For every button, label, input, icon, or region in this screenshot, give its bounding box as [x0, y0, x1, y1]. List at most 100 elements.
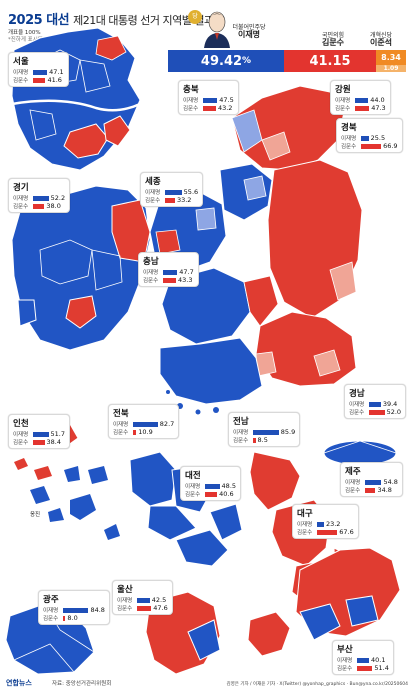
region-box-gyeonggi: 경기 이재명 52.2 김문수 38.0 — [8, 178, 71, 213]
region-name: 제주 — [345, 467, 361, 477]
vote-share-value: 41.6 — [47, 76, 62, 84]
vote-share-value: 8.5 — [257, 436, 268, 444]
winner-badge-icon: 당 — [188, 10, 202, 24]
vote-share-bar — [137, 605, 152, 611]
region-box-daegu: 대구 이재명 23.2 김문수 67.6 — [292, 504, 359, 539]
candidate-name: 김문수 — [337, 666, 353, 672]
region-row-lee: 이재명 23.2 — [297, 520, 354, 528]
candidate-name: 김문수 — [345, 488, 361, 494]
vote-share-value: 47.3 — [371, 104, 386, 112]
vote-share-value: 43.3 — [177, 276, 193, 284]
vote-share-value: 43.2 — [217, 104, 233, 112]
vote-share-bar — [205, 483, 220, 489]
vote-share-value: 66.9 — [383, 142, 398, 150]
region-name: 전남 — [233, 417, 249, 427]
candidate-kim-label: 국민의힘 김문수 — [315, 32, 351, 47]
region-row-kim: 김문수 8.5 — [233, 436, 295, 444]
vote-share-bar — [365, 487, 376, 493]
year-label: 2025 대선 — [8, 13, 70, 28]
vote-share-value: 44.0 — [370, 96, 385, 104]
page-title: 2025 대선 제21대 대통령 선거 지역별 결과 — [8, 9, 214, 28]
vote-share-value: 25.5 — [370, 134, 386, 142]
lee-result-bar: 49.42% — [168, 50, 284, 72]
vote-share-bar — [355, 97, 369, 103]
count-rate: 개표율 100% — [8, 30, 41, 36]
region-row-kim: 김문수 40.6 — [185, 490, 236, 498]
region-row-lee: 이재명 47.1 — [13, 68, 64, 76]
vote-share-bar — [253, 429, 279, 435]
korea-main-map — [149, 85, 363, 415]
vote-share-bar — [133, 421, 158, 427]
vote-share-bar — [357, 665, 373, 671]
vote-share-value: 47.7 — [179, 268, 194, 276]
region-row-lee: 이재명 40.1 — [337, 656, 389, 664]
candidate-name: 이재명 — [183, 98, 199, 104]
candidate-name: 김문수 — [297, 530, 313, 536]
candidate-name: 이재명 — [337, 658, 353, 664]
vote-share-bar — [63, 615, 66, 621]
candidate-name: 김문수 — [145, 198, 161, 204]
region-name: 경기 — [13, 183, 29, 193]
candidate-name: 이재명 — [297, 522, 313, 528]
vote-share-bar — [365, 479, 382, 485]
vote-share-bar — [33, 439, 45, 445]
seoul-inset-map — [11, 27, 141, 171]
vote-share-value: 48.5 — [221, 482, 237, 490]
vote-share-value: 10.9 — [138, 428, 153, 436]
source-note: 자료: 중앙선거관리위원회 — [52, 681, 112, 687]
candidate-name: 이재명 — [335, 98, 351, 104]
region-box-jeonbuk: 전북 이재명 82.7 김문수 10.9 — [108, 404, 180, 439]
gyeonggi-map — [11, 185, 151, 351]
region-box-gangwon: 강원 이재명 44.0 김문수 47.3 — [330, 80, 391, 115]
region-row-kim: 김문수 33.2 — [145, 196, 198, 204]
candidate-name: 이재명 — [349, 402, 365, 408]
region-box-busan: 부산 이재명 40.1 김문수 51.4 — [332, 640, 394, 675]
region-row-kim: 김문수 41.6 — [13, 76, 64, 84]
region-box-incheon: 인천 이재명 51.7 김문수 38.4 — [8, 414, 70, 449]
region-row-lee: 이재명 51.7 — [13, 430, 65, 438]
vote-share-bar — [165, 197, 175, 203]
region-row-kim: 김문수 43.2 — [183, 104, 234, 112]
lee-name: 이재명 — [237, 30, 261, 39]
region-row-lee: 이재명 52.2 — [13, 194, 65, 202]
candidate-name: 김문수 — [349, 410, 365, 416]
region-box-chungnam: 충남 이재명 47.7 김문수 43.3 — [138, 252, 199, 287]
lee2-party: 개혁신당 — [369, 32, 393, 39]
region-row-lee: 이재명 84.8 — [43, 606, 105, 614]
vote-share-value: 23.2 — [325, 520, 341, 528]
vote-share-bar — [317, 529, 338, 535]
vote-share-bar — [361, 135, 369, 141]
vote-share-bar — [63, 607, 89, 613]
kim-party: 국민의힘 — [321, 32, 345, 39]
region-row-lee: 이재명 82.7 — [113, 420, 174, 428]
region-row-kim: 김문수 10.9 — [113, 428, 174, 436]
vote-share-bar — [203, 97, 218, 103]
vote-share-value: 8.0 — [67, 614, 78, 622]
region-row-lee: 이재명 39.4 — [349, 400, 401, 408]
region-box-ulsan: 울산 이재명 42.5 김문수 47.6 — [112, 580, 173, 615]
vote-share-bar — [361, 143, 382, 149]
region-row-kim: 김문수 47.6 — [117, 604, 168, 612]
region-row-lee: 이재명 54.8 — [345, 478, 398, 486]
region-name: 충북 — [183, 85, 199, 95]
region-name: 울산 — [117, 585, 133, 595]
vote-share-value: 47.5 — [219, 96, 234, 104]
candidate-name: 이재명 — [113, 422, 129, 428]
candidate-name: 김문수 — [13, 78, 29, 84]
candidate-name: 이재명 — [13, 196, 29, 202]
agency-logo: 연합뉴스 — [6, 679, 32, 687]
other-result-bar: 1.09 — [376, 65, 406, 72]
vote-share-value: 55.6 — [183, 188, 199, 196]
vote-share-value: 84.8 — [90, 606, 105, 614]
region-name: 대구 — [297, 509, 313, 519]
kim-name: 김문수 — [321, 38, 345, 47]
region-box-daejeon: 대전 이재명 48.5 김문수 40.6 — [180, 466, 242, 501]
vote-share-bar — [163, 269, 178, 275]
region-row-kim: 김문수 38.0 — [13, 202, 65, 210]
candidate-name: 이재명 — [143, 270, 159, 276]
region-row-kim: 김문수 52.0 — [349, 408, 401, 416]
region-row-lee: 이재명 42.5 — [117, 596, 168, 604]
inset-label-ongjin: 옹진 — [30, 512, 41, 518]
vote-share-bar — [33, 77, 46, 83]
